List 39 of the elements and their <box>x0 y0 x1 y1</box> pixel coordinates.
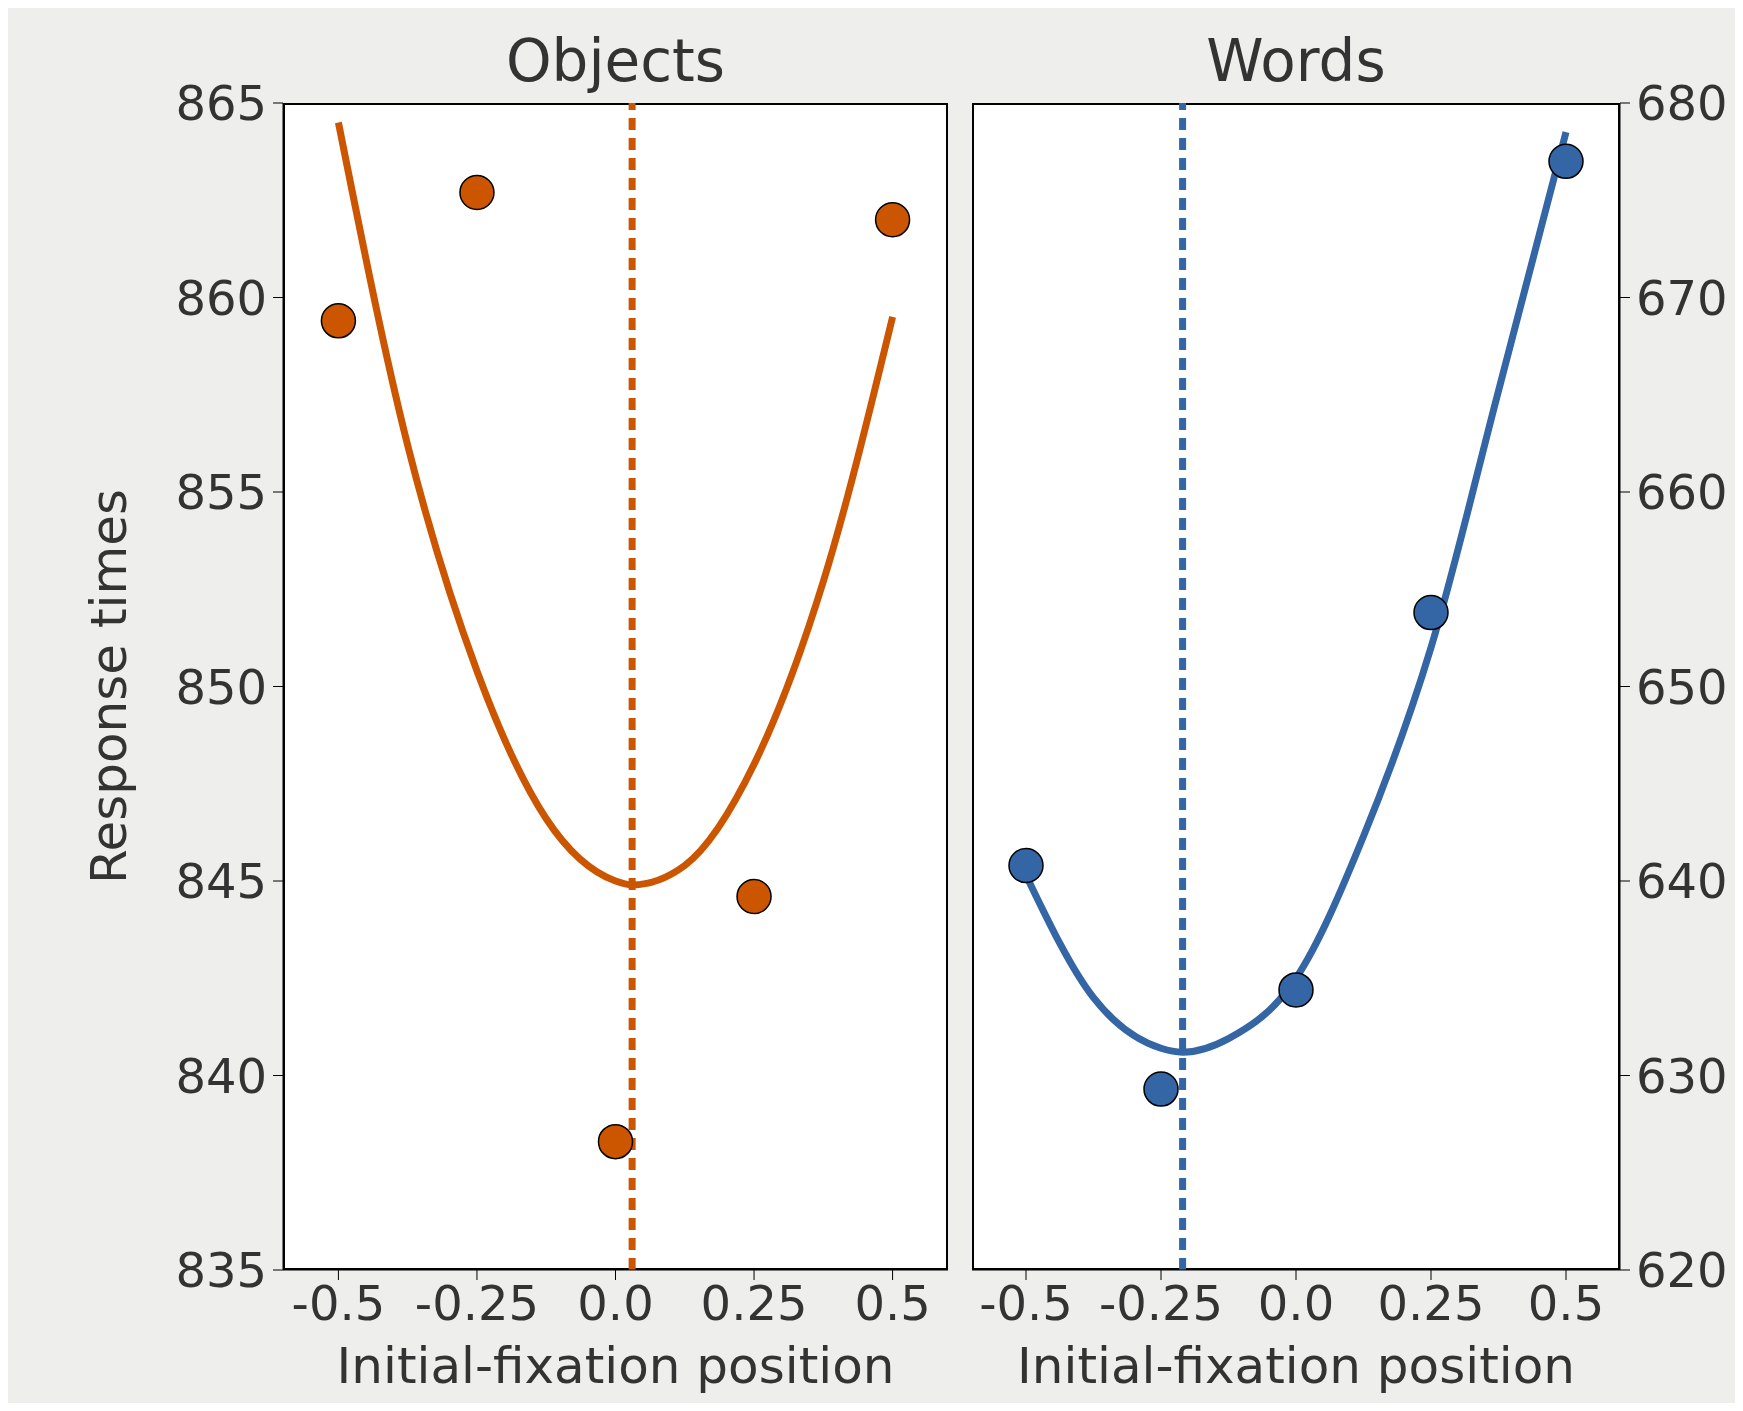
x-tick-label: 0.0 <box>1257 1275 1335 1332</box>
y2-tick-label: 680 <box>1636 75 1728 132</box>
y-tick-label: 850 <box>175 658 267 715</box>
y2-tick-label: 630 <box>1636 1047 1728 1104</box>
chart-title: Objects <box>504 26 727 96</box>
point <box>1143 1071 1179 1107</box>
x-tick-label: 0.25 <box>700 1275 808 1332</box>
point <box>1278 972 1314 1008</box>
y-tick-label: 860 <box>175 269 267 326</box>
y-tick-label: 835 <box>175 1242 267 1299</box>
y2-tick-label: 640 <box>1636 853 1728 910</box>
x-tick-label: 0.25 <box>1377 1275 1485 1332</box>
y-tick-label: 855 <box>175 464 267 521</box>
x-tick-label: -0.5 <box>979 1275 1073 1332</box>
point <box>874 201 911 238</box>
y2-tick-label: 650 <box>1636 658 1728 715</box>
x-tick-label: -0.5 <box>291 1275 386 1332</box>
point <box>1008 847 1044 884</box>
point <box>320 303 357 339</box>
y-tick-label: 845 <box>175 853 267 910</box>
x-axis-title: Initial-fixation position <box>1017 1337 1575 1395</box>
y-tick-label: 840 <box>175 1047 267 1104</box>
point <box>1413 594 1449 631</box>
x-tick-label: -0.25 <box>1098 1275 1224 1332</box>
x-tick-label: 0.5 <box>854 1275 931 1332</box>
chart-title: Words <box>1205 26 1387 96</box>
x-tick-label: 0.0 <box>577 1275 654 1332</box>
y-axis-title: Response times <box>79 488 138 885</box>
point <box>736 878 772 915</box>
y-tick-label: 865 <box>175 75 267 132</box>
point <box>459 174 495 211</box>
x-tick-label: 0.5 <box>1527 1275 1605 1332</box>
x-axis-title: Initial-fixation position <box>336 1337 895 1395</box>
x-tick-label: -0.25 <box>414 1275 540 1332</box>
y2-tick-label: 620 <box>1636 1242 1728 1299</box>
y2-tick-label: 670 <box>1636 269 1728 326</box>
point <box>1548 143 1584 180</box>
y2-tick-label: 660 <box>1636 464 1728 521</box>
point <box>597 1123 634 1160</box>
